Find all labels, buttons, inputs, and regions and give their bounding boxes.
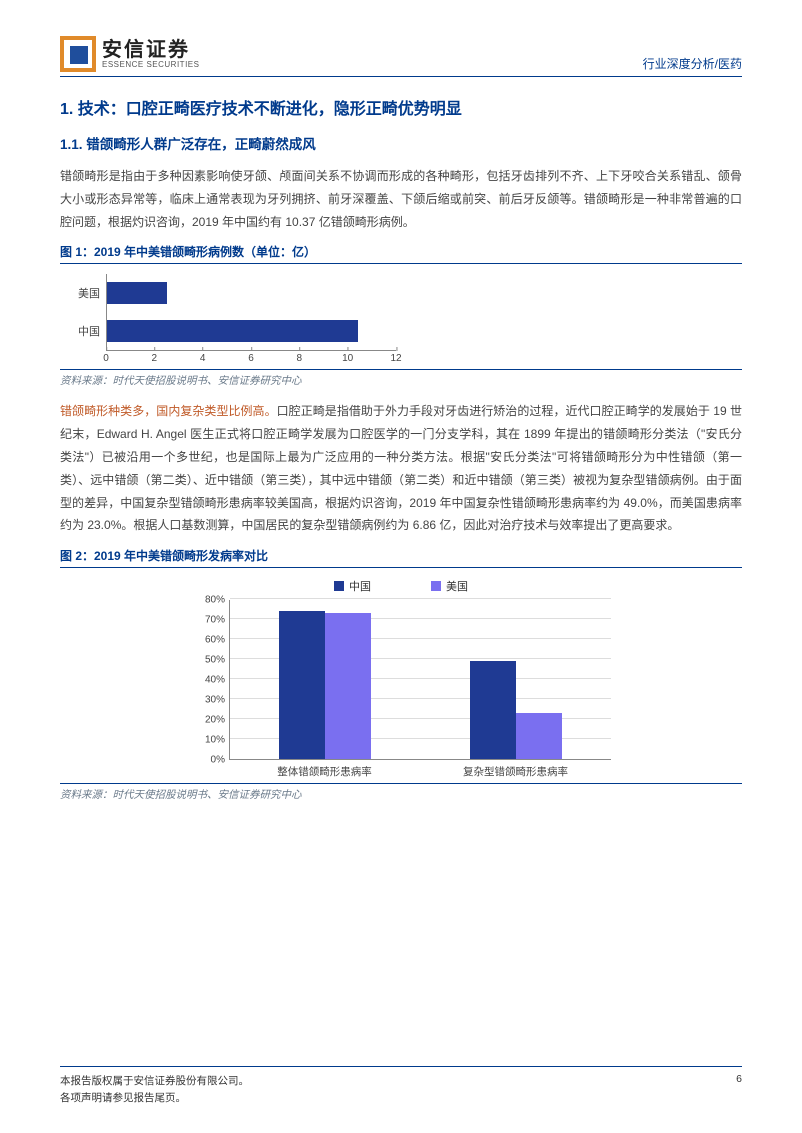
chart1-row: 中国 (70, 312, 410, 350)
paragraph-1: 错颌畸形是指由于多种因素影响使牙颌、颅面间关系不协调而形成的各种畸形，包括牙齿排… (60, 165, 742, 233)
page-footer: 本报告版权属于安信证券股份有限公司。 各项声明请参见报告尾页。 6 (60, 1066, 742, 1107)
footer-line-2: 各项声明请参见报告尾页。 (60, 1090, 249, 1107)
paragraph-2-lead: 错颌畸形种类多，国内复杂类型比例高。 (60, 404, 277, 418)
figure-2-source: 资料来源：时代天使招股说明书、安信证券研究中心 (60, 783, 742, 802)
chart2-ytick: 10% (205, 735, 225, 746)
chart1-x-axis: 024681012 (106, 350, 396, 351)
chart2-x-axis: 整体错颌畸形患病率复杂型错颌畸形患病率 (229, 760, 611, 779)
chart2-ytick: 20% (205, 715, 225, 726)
chart1-tick: 6 (248, 353, 254, 364)
chart2-xlabel: 整体错颌畸形患病率 (229, 760, 420, 779)
chart2-ytick: 60% (205, 635, 225, 646)
figure-2: 中国 美国 0% 10% 20% 30% 40% 50% 60% 70% 80% 整体错颌畸形患病率复… (60, 570, 742, 783)
chart2-group (230, 600, 421, 759)
header-category: 行业深度分析/医药 (643, 55, 742, 72)
chart2-group (421, 600, 612, 759)
footer-line-1: 本报告版权属于安信证券股份有限公司。 (60, 1073, 249, 1090)
chart2-bar (516, 713, 562, 759)
legend-item: 中国 (334, 578, 371, 594)
figure-1-title: 图 1：2019 年中美错颌畸形病例数（单位：亿） (60, 243, 742, 264)
chart2-xlabel: 复杂型错颌畸形患病率 (420, 760, 611, 779)
figure-2-title: 图 2：2019 年中美错颌畸形发病率对比 (60, 547, 742, 568)
chart1-tick: 10 (342, 353, 353, 364)
chart1-tick: 0 (103, 353, 109, 364)
chart1-tick: 12 (390, 353, 401, 364)
legend-item: 美国 (431, 578, 468, 594)
logo-text-en: ESSENCE SECURITIES (102, 61, 199, 70)
figure-1-source: 资料来源：时代天使招股说明书、安信证券研究中心 (60, 369, 742, 388)
logo-icon (60, 36, 96, 72)
chart2-ytick: 30% (205, 695, 225, 706)
chart1-row: 美国 (70, 274, 410, 312)
paragraph-2: 错颌畸形种类多，国内复杂类型比例高。口腔正畸是指借助于外力手段对牙齿进行矫治的过… (60, 400, 742, 537)
chart2-ytick: 0% (211, 755, 225, 766)
legend-swatch (431, 581, 441, 591)
section-title: 1. 技术：口腔正畸医疗技术不断进化，隐形正畸优势明显 (60, 95, 742, 119)
chart2-ytick: 80% (205, 595, 225, 606)
chart1-bar (107, 320, 358, 342)
chart2-ytick: 70% (205, 615, 225, 626)
chart2-bar (470, 661, 516, 759)
legend-swatch (334, 581, 344, 591)
legend-label: 美国 (446, 578, 468, 594)
page-number: 6 (736, 1073, 742, 1085)
chart1-tick: 2 (152, 353, 158, 364)
paragraph-2-body: 口腔正畸是指借助于外力手段对牙齿进行矫治的过程，近代口腔正畸学的发展始于 19 … (60, 404, 742, 532)
chart1-tick: 4 (200, 353, 206, 364)
figure-1: 美国中国024681012 (60, 266, 742, 369)
chart1-bar (107, 282, 167, 304)
chart1-category-label: 中国 (70, 323, 106, 339)
chart2-bar (279, 611, 325, 759)
page-header: 安信证券 ESSENCE SECURITIES 行业深度分析/医药 (60, 36, 742, 77)
chart2-legend: 中国 美国 (191, 578, 611, 594)
chart2-ytick: 40% (205, 675, 225, 686)
chart1-category-label: 美国 (70, 285, 106, 301)
subsection-title: 1.1. 错颌畸形人群广泛存在，正畸蔚然成风 (60, 133, 742, 153)
logo-text-cn: 安信证券 (102, 39, 199, 61)
chart2-bar (325, 613, 371, 759)
chart2-y-axis: 0%10%20%30%40%50%60%70%80% (191, 600, 229, 760)
chart2-ytick: 50% (205, 655, 225, 666)
chart2-plot (229, 600, 611, 760)
company-logo: 安信证券 ESSENCE SECURITIES (60, 36, 199, 72)
chart1-tick: 8 (297, 353, 303, 364)
legend-label: 中国 (349, 578, 371, 594)
